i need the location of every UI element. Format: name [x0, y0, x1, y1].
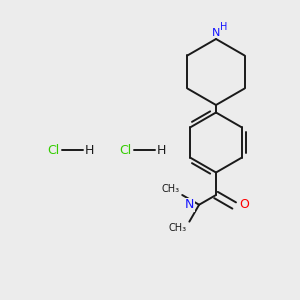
- Text: H: H: [85, 143, 94, 157]
- Text: H: H: [157, 143, 166, 157]
- Text: CH₃: CH₃: [162, 184, 180, 194]
- Text: Cl: Cl: [48, 143, 60, 157]
- Text: Cl: Cl: [120, 143, 132, 157]
- Text: N: N: [185, 198, 195, 211]
- Text: CH₃: CH₃: [169, 223, 187, 233]
- Text: N: N: [212, 28, 220, 38]
- Text: H: H: [220, 22, 227, 32]
- Text: O: O: [240, 198, 250, 212]
